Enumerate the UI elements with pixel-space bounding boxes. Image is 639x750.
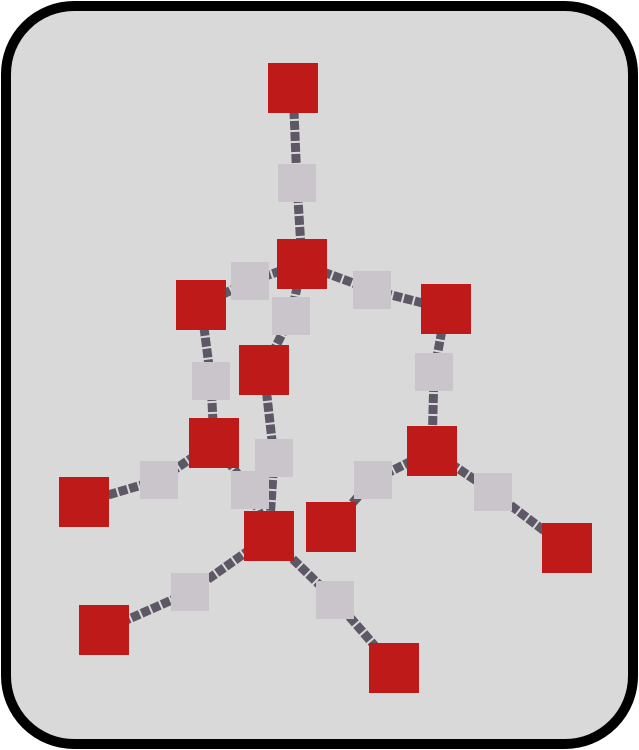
primary-node-n14	[369, 643, 419, 693]
primary-node-n1	[268, 63, 318, 113]
node-layer	[59, 63, 592, 693]
secondary-node-s3	[272, 297, 310, 335]
primary-node-n10	[244, 511, 294, 561]
primary-node-n8	[407, 426, 457, 476]
primary-node-n3	[176, 280, 226, 330]
secondary-node-s7	[415, 353, 453, 391]
primary-node-n4	[239, 345, 289, 395]
secondary-node-s12	[474, 473, 512, 511]
secondary-node-s8	[140, 461, 178, 499]
secondary-node-s5	[192, 362, 230, 400]
secondary-node-s14	[316, 581, 354, 619]
secondary-node-s6	[255, 439, 293, 477]
primary-node-n5	[421, 284, 471, 334]
secondary-node-s9	[231, 471, 269, 509]
secondary-node-s2	[231, 262, 269, 300]
primary-node-n6	[189, 418, 239, 468]
primary-node-n2	[277, 239, 327, 289]
secondary-node-s4	[353, 271, 391, 309]
secondary-node-s11	[354, 461, 392, 499]
primary-node-n11	[306, 502, 356, 552]
secondary-node-s13	[171, 573, 209, 611]
primary-node-n9	[59, 477, 109, 527]
primary-node-n13	[79, 605, 129, 655]
primary-node-n12	[542, 523, 592, 573]
secondary-node-s1	[278, 164, 316, 202]
